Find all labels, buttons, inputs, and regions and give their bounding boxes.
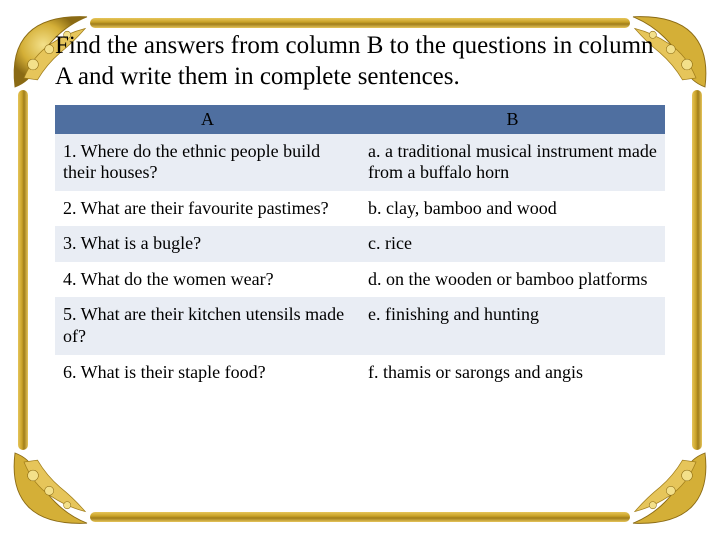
cell-b: a. a traditional musical instrument made… [360, 134, 665, 191]
cell-a: 4. What do the women wear? [55, 262, 360, 298]
table-row: 1. Where do the ethnic people build thei… [55, 134, 665, 191]
cell-b: c. rice [360, 226, 665, 262]
cell-a: 1. Where do the ethnic people build thei… [55, 134, 360, 191]
cell-a: 2. What are their favourite pastimes? [55, 191, 360, 227]
cell-a: 6. What is their staple food? [55, 355, 360, 391]
frame-edge-top [90, 18, 630, 28]
slide-content: Find the answers from column B to the qu… [55, 30, 665, 502]
cell-b: f. thamis or sarongs and angis [360, 355, 665, 391]
column-header-b: B [360, 105, 665, 134]
cell-b: d. on the wooden or bamboo platforms [360, 262, 665, 298]
cell-a: 5. What are their kitchen utensils made … [55, 297, 360, 354]
frame-edge-left [18, 90, 28, 450]
frame-edge-right [692, 90, 702, 450]
cell-a: 3. What is a bugle? [55, 226, 360, 262]
table-row: 6. What is their staple food? f. thamis … [55, 355, 665, 391]
table-row: 5. What are their kitchen utensils made … [55, 297, 665, 354]
table-row: 2. What are their favourite pastimes? b.… [55, 191, 665, 227]
table-row: 3. What is a bugle? c. rice [55, 226, 665, 262]
cell-b: e. finishing and hunting [360, 297, 665, 354]
table-header-row: A B [55, 105, 665, 134]
table-row: 4. What do the women wear? d. on the woo… [55, 262, 665, 298]
cell-b: b. clay, bamboo and wood [360, 191, 665, 227]
frame-edge-bottom [90, 512, 630, 522]
matching-table: A B 1. Where do the ethnic people build … [55, 105, 665, 391]
column-header-a: A [55, 105, 360, 134]
instruction-text: Find the answers from column B to the qu… [55, 30, 665, 93]
